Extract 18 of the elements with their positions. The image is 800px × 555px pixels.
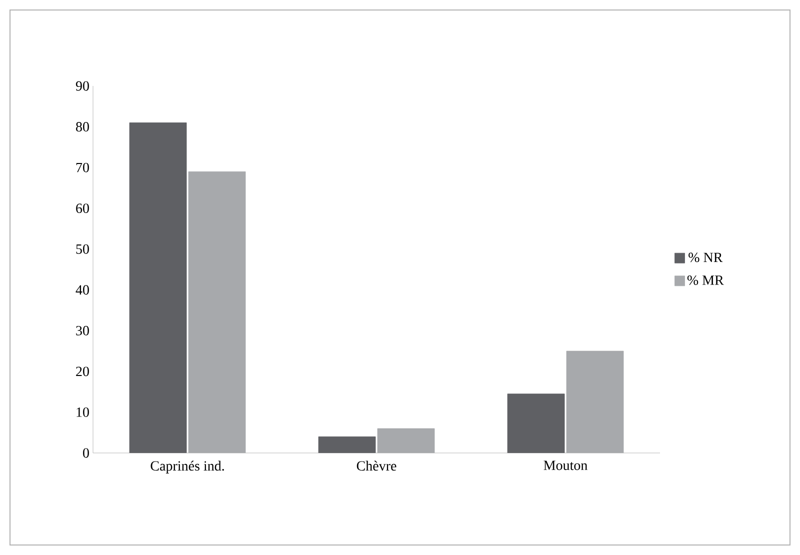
x-tick-label: Mouton <box>544 460 588 470</box>
y-tick-label: 70 <box>76 162 89 172</box>
y-tick-label: 20 <box>76 366 89 376</box>
y-tick-label: 40 <box>76 285 89 295</box>
x-tick-label: Chèvre <box>356 460 396 471</box>
y-tick-label: 0 <box>83 448 89 458</box>
y-tick-label: 30 <box>76 326 89 336</box>
bar <box>318 436 376 453</box>
x-tick-label: Caprinés ind. <box>150 460 224 474</box>
legend-label: % NR <box>688 252 723 262</box>
y-tick-label: 50 <box>76 244 89 254</box>
bar <box>129 122 187 453</box>
bar <box>507 394 565 453</box>
y-tick-label: 10 <box>76 407 89 417</box>
y-tick-label: 90 <box>76 81 89 91</box>
legend-label: % MR <box>687 275 724 285</box>
y-tick-label: 60 <box>76 204 89 214</box>
y-tick-label: 80 <box>76 122 89 132</box>
